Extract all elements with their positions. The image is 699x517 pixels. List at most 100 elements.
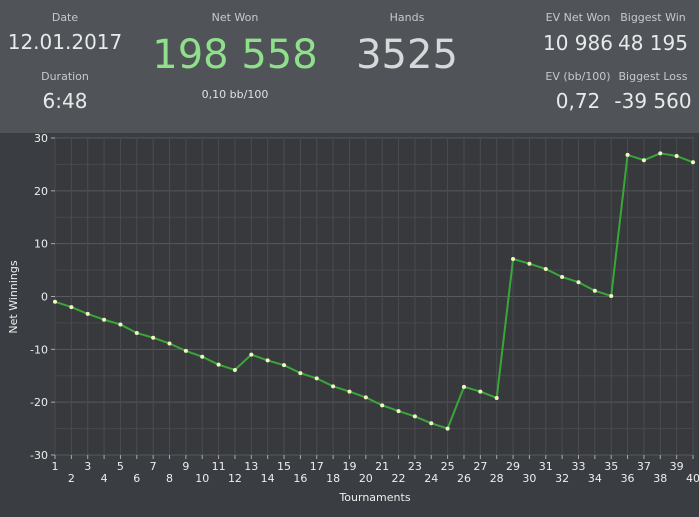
data-point — [249, 353, 253, 357]
x-tick-label: 29 — [506, 460, 520, 473]
data-point — [168, 342, 172, 346]
x-tick-label: 7 — [150, 460, 157, 473]
x-tick-label: 23 — [408, 460, 422, 473]
data-point — [298, 371, 302, 375]
data-point — [102, 318, 106, 322]
x-tick-label: 37 — [637, 460, 651, 473]
y-tick-label: -20 — [30, 396, 48, 409]
date-label: Date — [15, 11, 115, 24]
data-point — [429, 421, 433, 425]
x-tick-label: 36 — [621, 472, 635, 485]
x-tick-label: 33 — [571, 460, 585, 473]
x-tick-label: 16 — [293, 472, 307, 485]
x-tick-label: 19 — [342, 460, 356, 473]
biggest-win-label: Biggest Win — [612, 11, 694, 24]
x-tick-label: 9 — [182, 460, 189, 473]
data-point — [135, 331, 139, 335]
bb-per-100-value: 0,10 bb/100 — [175, 88, 295, 101]
x-tick-label: 20 — [359, 472, 373, 485]
x-tick-label: 21 — [375, 460, 389, 473]
data-point — [53, 300, 57, 304]
x-tick-label: 3 — [84, 460, 91, 473]
x-tick-label: 6 — [133, 472, 140, 485]
x-tick-label: 25 — [441, 460, 455, 473]
data-point — [576, 280, 580, 284]
data-point — [380, 403, 384, 407]
ev-bb-label: EV (bb/100) — [538, 70, 618, 83]
data-point — [675, 154, 679, 158]
x-tick-label: 11 — [212, 460, 226, 473]
data-point — [413, 414, 417, 418]
x-axis-title: Tournaments — [338, 491, 410, 504]
y-tick-label: -30 — [30, 449, 48, 462]
data-point — [331, 384, 335, 388]
y-tick-label: 30 — [34, 133, 48, 145]
x-tick-label: 2 — [68, 472, 75, 485]
data-point — [495, 396, 499, 400]
date-value: 12.01.2017 — [5, 30, 125, 54]
y-axis-title: Net Winnings — [7, 260, 20, 333]
y-tick-label: 0 — [41, 291, 48, 304]
x-tick-label: 18 — [326, 472, 340, 485]
ev-bb-value: 0,72 — [538, 89, 618, 113]
y-tick-label: 20 — [34, 185, 48, 198]
data-point — [446, 427, 450, 431]
data-point — [593, 289, 597, 293]
x-tick-label: 13 — [244, 460, 258, 473]
data-point — [347, 390, 351, 394]
data-point — [233, 368, 237, 372]
x-tick-label: 17 — [310, 460, 324, 473]
x-tick-label: 39 — [670, 460, 684, 473]
duration-value: 6:48 — [15, 89, 115, 113]
x-tick-label: 34 — [588, 472, 602, 485]
biggest-win-value: 48 195 — [612, 31, 694, 55]
data-point — [397, 409, 401, 413]
net-won-label: Net Won — [185, 11, 285, 24]
data-point — [544, 267, 548, 271]
data-point — [642, 158, 646, 162]
y-axis-ticks: 30 20 10 0 -10 -20 -30 — [30, 133, 55, 462]
x-tick-label: 4 — [101, 472, 108, 485]
data-point — [527, 262, 531, 266]
data-point — [462, 385, 466, 389]
x-tick-label: 14 — [261, 472, 275, 485]
data-point — [511, 257, 515, 261]
ev-net-won-value: 10 986 — [538, 31, 618, 55]
data-point — [266, 358, 270, 362]
x-tick-label: 28 — [490, 472, 504, 485]
x-tick-label: 32 — [555, 472, 569, 485]
x-tick-label: 8 — [166, 472, 173, 485]
x-tick-label: 35 — [604, 460, 618, 473]
x-tick-label: 27 — [473, 460, 487, 473]
net-won-value: 198 558 — [145, 32, 325, 78]
data-point — [478, 390, 482, 394]
data-point — [282, 363, 286, 367]
y-tick-label: -10 — [30, 343, 48, 356]
data-point — [151, 336, 155, 340]
x-tick-label: 30 — [522, 472, 536, 485]
data-point — [626, 153, 630, 157]
data-point — [609, 294, 613, 298]
biggest-loss-label: Biggest Loss — [612, 70, 694, 83]
x-tick-label: 24 — [424, 472, 438, 485]
data-point — [86, 312, 90, 316]
y-tick-label: 10 — [34, 238, 48, 251]
hands-label: Hands — [357, 11, 457, 24]
data-point — [315, 376, 319, 380]
data-point — [658, 151, 662, 155]
stats-panel: Date 12.01.2017 Duration 6:48 Net Won 19… — [0, 0, 699, 133]
data-point — [118, 323, 122, 327]
data-point — [691, 160, 695, 164]
x-tick-label: 1 — [52, 460, 59, 473]
hands-value: 3525 — [342, 32, 472, 78]
data-point — [69, 305, 73, 309]
data-point — [184, 349, 188, 353]
x-tick-label: 38 — [653, 472, 667, 485]
x-tick-label: 12 — [228, 472, 242, 485]
biggest-loss-value: -39 560 — [608, 89, 698, 113]
x-tick-label: 5 — [117, 460, 124, 473]
x-tick-label: 26 — [457, 472, 471, 485]
